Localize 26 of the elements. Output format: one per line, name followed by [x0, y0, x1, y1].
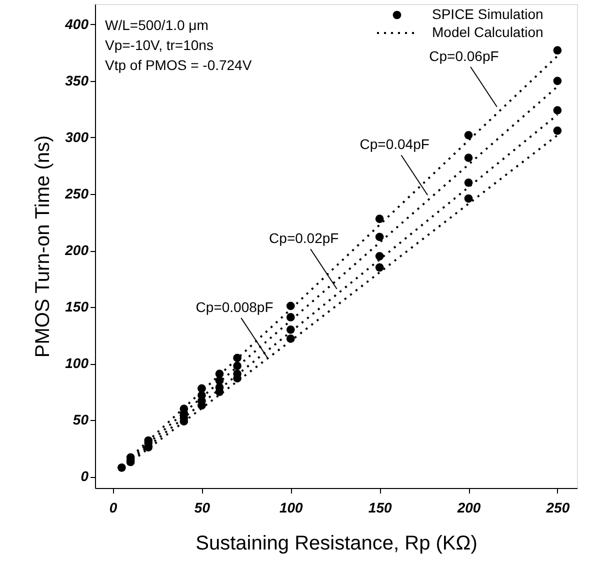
y-tick-label: 50	[72, 412, 89, 428]
x-tick-label: 100	[279, 500, 304, 516]
y-tick-label: 250	[64, 185, 89, 202]
y-tick-label: 300	[65, 128, 89, 145]
y-tick-label: 0	[80, 468, 89, 484]
y-tick-label: 100	[65, 355, 89, 372]
y-tick-label: 400	[64, 16, 89, 32]
x-tick-label: 200	[456, 500, 481, 516]
legend-label: SPICE Simulation	[432, 6, 544, 22]
annotation: Cp=0.02pF	[269, 230, 339, 246]
annotation: W/L=500/1.0 μm	[105, 17, 208, 33]
y-axis-title: PMOS Turn-on Time (ns)	[32, 135, 54, 358]
x-tick-label: 150	[368, 500, 392, 516]
x-tick-label: 50	[194, 500, 210, 516]
annotation: Cp=0.008pF	[196, 298, 274, 315]
annotation: Vp=-10V, tr=10ns	[105, 37, 214, 53]
x-axis-title: Sustaining Resistance, Rp (KΩ)	[196, 532, 478, 554]
x-tick-label: 250	[545, 500, 570, 516]
y-tick-label: 150	[65, 298, 89, 315]
annotation: Vtp of PMOS = -0.724V	[105, 57, 252, 73]
y-tick-label: 350	[65, 72, 89, 88]
annotation: Cp=0.06pF	[429, 48, 499, 64]
x-tick-label: 0	[109, 500, 118, 516]
y-tick-label: 200	[64, 242, 89, 258]
legend-label: Model Calculation	[432, 24, 544, 40]
annotation: Cp=0.04pF	[360, 136, 430, 152]
